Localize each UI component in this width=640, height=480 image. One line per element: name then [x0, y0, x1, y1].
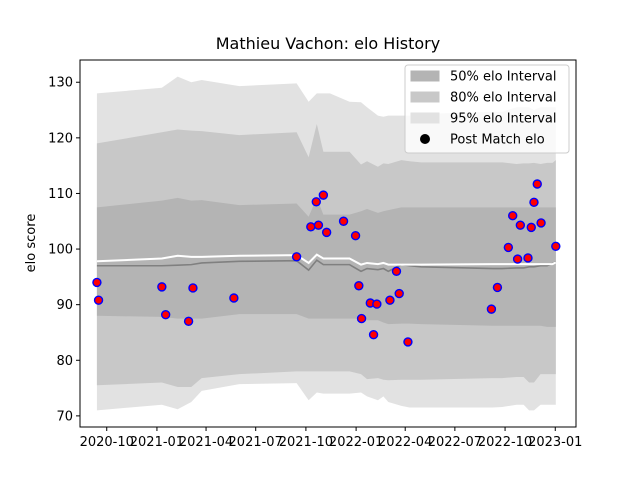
- chart-title: Mathieu Vachon: elo History: [216, 34, 440, 53]
- y-tick-label: 120: [48, 131, 73, 146]
- x-tick-label: 2021-04: [179, 435, 233, 450]
- post-match-elo-point: [183, 316, 194, 327]
- post-match-elo-point: [529, 197, 539, 208]
- legend-entry-label: Post Match elo: [450, 133, 545, 148]
- post-match-elo-point: [403, 337, 413, 347]
- post-match-elo-point: [313, 220, 324, 230]
- legend-entry-label: 80% elo Interval: [450, 91, 557, 106]
- post-match-elo-point: [391, 266, 402, 276]
- y-tick-label: 110: [48, 187, 73, 202]
- post-match-elo-point: [372, 299, 382, 309]
- legend-swatch-50: [410, 70, 440, 82]
- post-match-elo-point: [306, 222, 316, 232]
- plot-series: [96, 76, 557, 411]
- legend-swatch-80: [410, 91, 440, 103]
- post-match-elo-point: [526, 222, 536, 233]
- post-match-elo-point: [503, 242, 514, 253]
- post-match-elo-point: [93, 295, 104, 305]
- x-tick-label: 2022-01: [329, 435, 383, 450]
- y-axis-label: elo score: [24, 214, 39, 273]
- axes-frame: [79, 59, 577, 428]
- post-match-elo-point: [515, 220, 526, 230]
- plot-area: 7080901001101201302020-102021-012021-042…: [48, 59, 582, 450]
- post-match-elo-point: [318, 190, 329, 200]
- post-match-elo-point: [523, 253, 533, 263]
- x-tick-label: 2022-07: [428, 435, 482, 450]
- y-tick-label: 80: [56, 354, 73, 369]
- post-match-elo-point: [157, 282, 167, 292]
- post-match-elo-point: [532, 179, 542, 189]
- x-tick-label: 2022-10: [478, 435, 532, 450]
- post-match-elo-point: [338, 216, 349, 226]
- x-tick-label: 2023-01: [528, 435, 582, 450]
- x-tick-label: 2021-10: [279, 435, 333, 450]
- post-match-elo-point: [385, 295, 395, 305]
- post-match-elo-point: [92, 277, 102, 288]
- post-match-elo-point: [291, 252, 302, 262]
- post-match-elo-point: [350, 231, 361, 241]
- post-match-elo-point: [354, 281, 364, 291]
- y-tick-label: 130: [48, 76, 73, 91]
- post-match-elo-point: [394, 288, 404, 299]
- post-match-elo-point: [321, 227, 332, 238]
- post-match-elo-point: [368, 329, 379, 340]
- legend-marker-post-match: [420, 134, 430, 144]
- post-match-elo-point: [356, 313, 367, 324]
- post-match-elo-point: [536, 218, 546, 228]
- post-match-elo-point: [551, 241, 561, 251]
- x-tick-label: 2020-10: [80, 435, 134, 450]
- y-tick-label: 90: [56, 298, 73, 313]
- post-match-elo-point: [229, 293, 239, 303]
- x-tick-label: 2021-01: [130, 435, 184, 450]
- post-match-elo-point: [512, 254, 523, 264]
- legend-entry-label: 95% elo Interval: [450, 112, 557, 127]
- legend-box: [404, 64, 570, 154]
- legend-swatch-95: [410, 112, 440, 124]
- legend-entry-label: 50% elo Interval: [450, 70, 557, 85]
- x-tick-label: 2022-04: [378, 435, 432, 450]
- post-match-elo-point: [311, 197, 321, 207]
- legend: 50% elo Interval 80% elo Interval 95% elo …: [404, 64, 570, 154]
- post-match-elo-point: [160, 309, 171, 320]
- x-tick-label: 2021-07: [229, 435, 283, 450]
- mean-elo-line: [96, 259, 557, 273]
- post-match-elo-point: [508, 210, 518, 221]
- post-match-elo-point: [486, 304, 497, 314]
- post-match-elo-point: [492, 282, 503, 293]
- y-tick-label: 70: [56, 409, 73, 424]
- y-tick-label: 100: [48, 243, 73, 258]
- expected-elo-line: [96, 253, 557, 266]
- band-50-interval: [96, 197, 556, 327]
- post-match-elo-point: [188, 283, 198, 293]
